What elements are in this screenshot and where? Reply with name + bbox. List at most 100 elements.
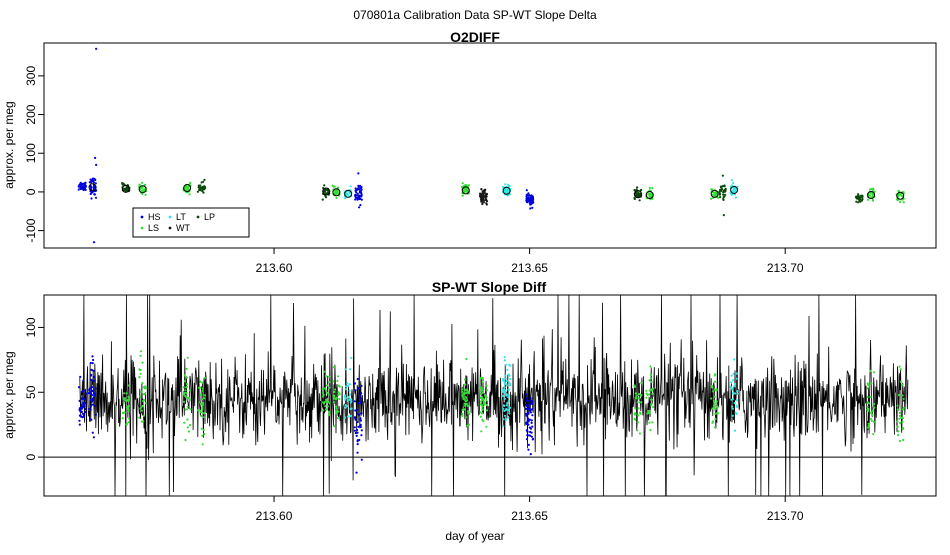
point-hs: [360, 392, 363, 395]
point-ls: [902, 397, 905, 400]
point-lt: [507, 416, 510, 419]
point-ls: [186, 396, 189, 400]
point-lt: [508, 412, 511, 415]
point-ls: [481, 405, 484, 408]
point-ls: [634, 392, 637, 395]
point-lt: [502, 404, 505, 407]
point-lt: [730, 179, 733, 182]
point-ls: [480, 392, 483, 395]
point-ls: [328, 381, 331, 384]
point-ls: [866, 426, 870, 429]
point-hs: [358, 206, 361, 209]
point-ls: [480, 430, 483, 433]
point-lt: [344, 406, 347, 409]
point-hs: [92, 436, 95, 439]
point-ls: [334, 388, 337, 391]
point-lp: [198, 187, 201, 190]
point-ls: [485, 399, 488, 402]
point-ls: [897, 393, 900, 397]
point-wt: [485, 200, 489, 203]
point-hs: [358, 413, 361, 416]
point-ls: [714, 404, 717, 407]
point-hs: [525, 412, 528, 415]
point-ls: [332, 401, 335, 404]
point-lt: [733, 385, 736, 388]
point-hs: [354, 198, 357, 201]
y-tick-label: 100: [24, 143, 38, 163]
point-ls: [866, 402, 869, 405]
point-lp: [861, 196, 864, 199]
point-lt: [736, 372, 739, 375]
point-ls: [871, 414, 874, 417]
point-ls: [485, 389, 489, 392]
point-lt: [346, 405, 349, 408]
point-ls: [201, 434, 204, 437]
point-ls: [902, 417, 905, 420]
point-lt: [508, 374, 511, 377]
mean-marker: [461, 186, 470, 195]
point-ls: [467, 423, 470, 426]
point-ls: [463, 378, 467, 381]
point-hs: [355, 408, 359, 412]
point-lt: [730, 381, 733, 384]
point-lt: [506, 194, 509, 197]
point-ls: [898, 365, 901, 368]
point-ls: [651, 392, 654, 395]
point-ls: [648, 389, 651, 392]
point-lt: [509, 364, 512, 367]
point-hs: [89, 178, 92, 181]
point-ls: [866, 405, 869, 408]
point-ls: [867, 198, 870, 201]
point-lt: [735, 399, 738, 402]
point-ls: [322, 393, 325, 396]
mean-marker: [322, 187, 331, 196]
point-ls: [648, 189, 651, 192]
point-ls: [127, 421, 130, 424]
o2diff-y-label: approx. per meg: [2, 101, 16, 188]
point-ls: [183, 380, 187, 383]
point-hs: [527, 443, 530, 446]
point-ls: [141, 181, 144, 184]
x-tick-label: 213.65: [511, 261, 548, 275]
point-hs: [90, 197, 93, 200]
point-ls: [711, 407, 714, 410]
point-hs: [89, 192, 92, 196]
point-ls: [466, 405, 470, 408]
point-hs: [528, 426, 532, 429]
point-lt: [343, 394, 347, 397]
point-ls: [185, 391, 188, 395]
point-ls: [898, 414, 902, 417]
point-ls: [485, 409, 489, 412]
point-ls: [338, 397, 341, 400]
point-hs: [353, 382, 357, 385]
point-hs: [530, 419, 533, 422]
point-hs: [89, 405, 92, 408]
point-ls: [710, 397, 713, 400]
point-lp: [325, 196, 328, 199]
x-tick-label: 213.60: [256, 509, 293, 523]
point-lt: [732, 391, 735, 394]
point-ls: [711, 421, 714, 424]
point-hs: [525, 201, 529, 204]
mean-marker: [183, 184, 192, 193]
point-ls: [141, 404, 144, 408]
point-ls: [144, 402, 147, 405]
slope-diff-y-axis: 0 50 100: [24, 317, 44, 460]
point-hs: [359, 194, 362, 197]
point-hs: [94, 404, 97, 407]
point-ls: [637, 407, 640, 410]
legend-marker-lt: [168, 215, 172, 219]
point-ls: [322, 409, 325, 412]
point-lp: [202, 191, 205, 194]
point-hs: [82, 413, 85, 416]
point-ls: [336, 379, 339, 382]
point-ls: [141, 192, 144, 196]
o2diff-title: O2DIFF: [450, 29, 500, 45]
point-ls: [634, 396, 637, 399]
point-hs: [92, 389, 95, 392]
point-hs: [528, 199, 531, 202]
point-ls: [327, 393, 330, 396]
point-ls: [463, 190, 466, 193]
mean-marker: [633, 190, 642, 199]
point-ls: [184, 185, 187, 189]
